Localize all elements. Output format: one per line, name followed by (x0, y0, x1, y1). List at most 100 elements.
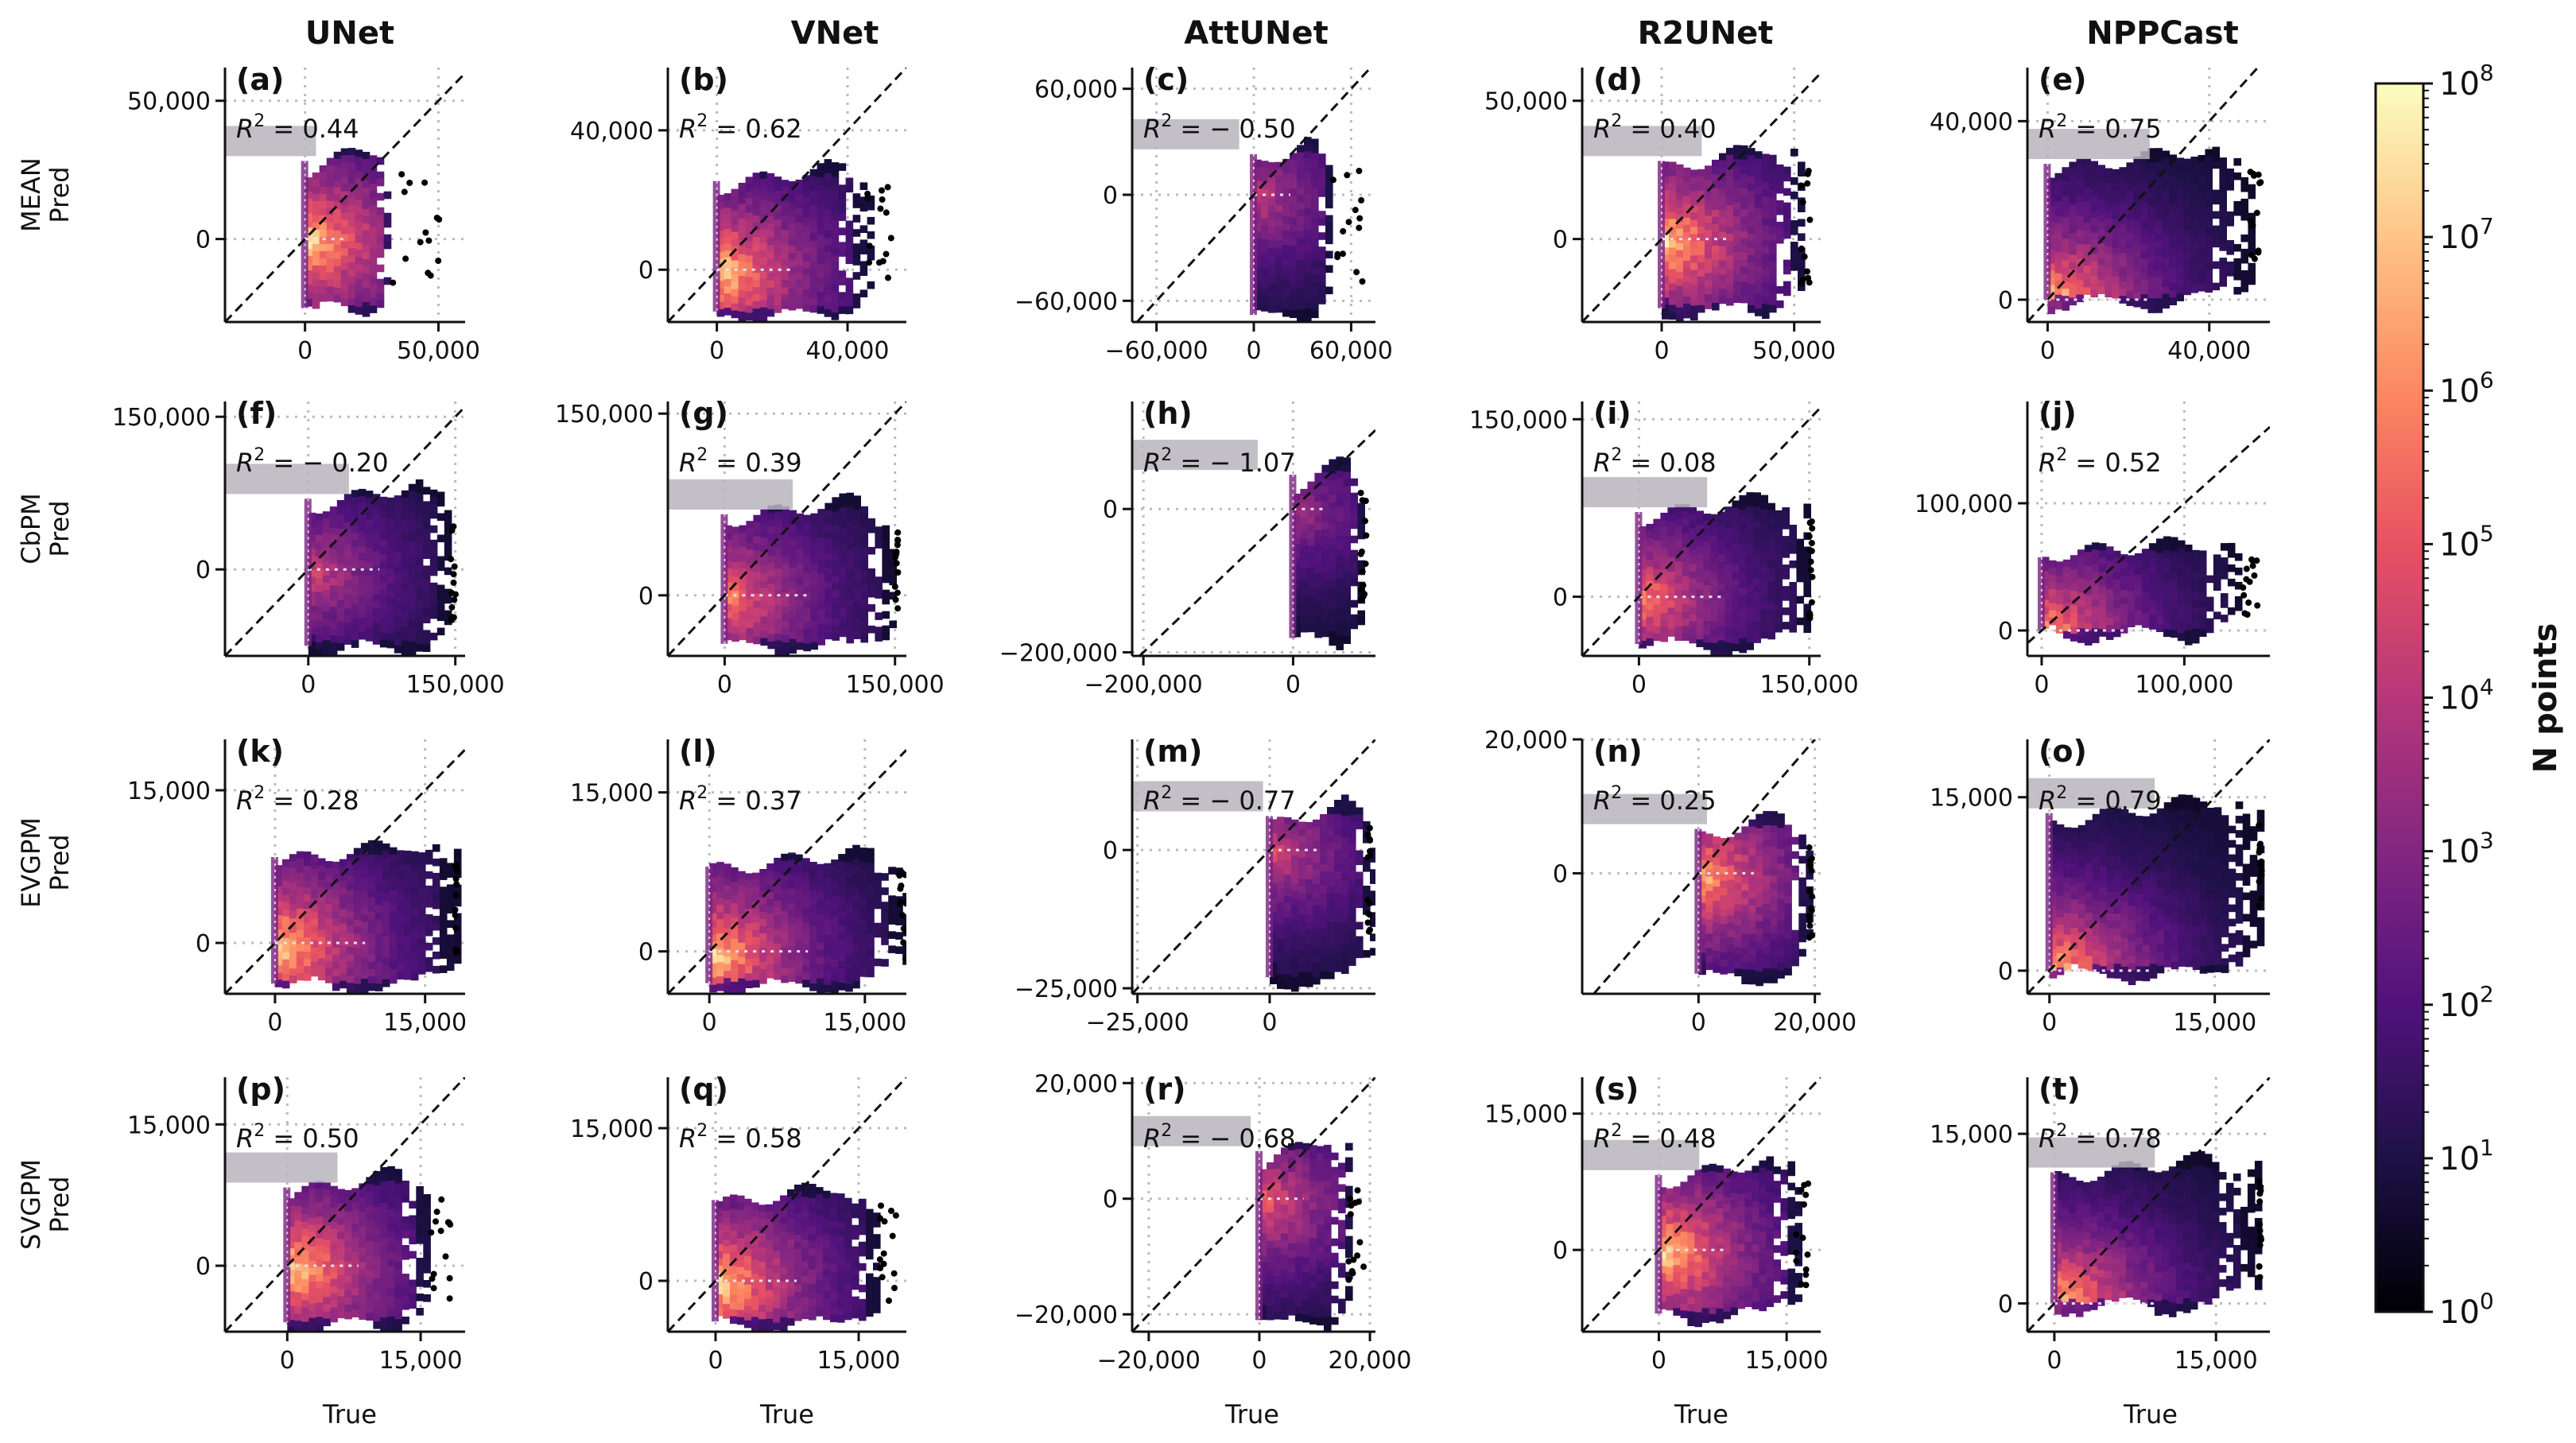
hexbin-cell (1696, 589, 1704, 597)
hexbin-cell (1739, 516, 1747, 525)
hexbin-cell (724, 914, 731, 921)
hexbin-cell (774, 227, 782, 235)
hexbin-cell (1662, 197, 1670, 205)
hexbin-cell (2162, 272, 2170, 281)
y-tick-label: 100,000 (1915, 491, 2013, 518)
hexbin-cell (274, 879, 283, 887)
hexbin-cell (308, 619, 316, 628)
hexbin-cell (1719, 210, 1727, 219)
hexbin-cell (817, 213, 825, 221)
hexbin-cell (759, 962, 767, 970)
hexbin-cell (1740, 152, 1748, 161)
hexbin-cell (1789, 611, 1797, 619)
hexbin-cell (1682, 533, 1690, 541)
hexbin-cell (367, 897, 376, 906)
hexbin-cell (1710, 514, 1718, 522)
hexbin-cell (2234, 567, 2243, 576)
hexbin-cell (731, 526, 739, 535)
hexbin-cell (824, 309, 832, 317)
hexbin-cell (1798, 204, 1806, 212)
hexbin-cell (853, 545, 861, 553)
outlier-point (452, 891, 460, 898)
hexbin-cell (315, 577, 324, 586)
hexbin-cell (351, 597, 359, 605)
hexbin-cell (2084, 552, 2093, 560)
hexbin-cell (2155, 624, 2164, 632)
hexbin-cell (2083, 258, 2091, 266)
hexbin-cell (2169, 204, 2177, 212)
hexbin-cell (353, 976, 362, 985)
hexbin-cell (1314, 580, 1322, 588)
hexbin-cell (752, 316, 761, 322)
hexbin-cell (2219, 229, 2227, 237)
hexbin-cell (831, 262, 840, 270)
hexbin-cell (358, 588, 367, 597)
outlier-point (2251, 572, 2258, 579)
hexbin-cell (2177, 583, 2186, 592)
hexbin-cell (760, 616, 768, 625)
hexbin-cell (788, 924, 796, 932)
hexbin-cell (1697, 247, 1705, 256)
hexbin-cell (2177, 604, 2186, 613)
hexbin-cell (422, 537, 431, 545)
hexbin-cell (333, 244, 342, 253)
hexbin-cell (2062, 580, 2071, 589)
hexbin-cell (2133, 177, 2141, 186)
hexbin-cell (1660, 626, 1668, 635)
hexbin-cell (386, 640, 395, 649)
hexbin-cell (358, 631, 367, 640)
hexbin-cell (2190, 207, 2198, 215)
hexbin-cell (369, 169, 378, 177)
hexbin-cell (731, 569, 739, 578)
hexbin-cell (439, 901, 448, 909)
hexbin-cell (1662, 190, 1670, 198)
hexbin-cell (802, 218, 811, 226)
hexbin-cell (817, 206, 825, 214)
hexbin-cell (319, 165, 328, 173)
hexbin-cell (2133, 199, 2141, 208)
hexbin-cell (1268, 219, 1276, 227)
hexbin-cell (2163, 593, 2171, 602)
hexbin-cell (1719, 260, 1727, 269)
hexbin-cell (1293, 522, 1301, 530)
hexbin-cell (788, 867, 796, 875)
hexbin-cell (1697, 297, 1705, 306)
hexbin-cell (2090, 168, 2098, 176)
hexbin-cell (2112, 615, 2121, 623)
hexbin-cell (1689, 535, 1697, 544)
hexbin-cell (781, 939, 789, 948)
hexbin-cell (760, 523, 768, 532)
hexbin-cell (2062, 616, 2071, 625)
hexbin-cell (336, 550, 345, 558)
hexbin-cell (305, 299, 313, 307)
hexbin-cell (2155, 610, 2164, 618)
hexbin-cell (396, 936, 405, 944)
hexbin-cell (1662, 161, 1670, 169)
r-squared-exponent: 2 (696, 445, 708, 465)
hexbin-cell (2155, 603, 2164, 611)
hexbin-cell (752, 201, 761, 209)
hexbin-cell (782, 635, 789, 643)
hexbin-cell (1329, 595, 1336, 603)
hexbin-cell (1726, 169, 1734, 177)
hexbin-cell (346, 940, 355, 948)
hexbin-cell (760, 545, 768, 553)
hexbin-cell (2219, 215, 2227, 223)
hexbin-cell (2062, 281, 2070, 289)
hexbin-cell (1336, 471, 1344, 479)
hexbin-cell (810, 606, 818, 615)
hexbin-cell (753, 593, 761, 602)
hexbin-cell (376, 207, 385, 215)
hexbin-cell (2191, 607, 2200, 615)
hexbin-cell (2206, 596, 2214, 605)
hexbin-cell (731, 967, 739, 976)
hexbin-cell (2219, 172, 2227, 180)
hexbin-cell (2077, 571, 2085, 579)
hexbin-cell (1789, 596, 1797, 604)
hexbin-cell (317, 886, 326, 895)
hexbin-cell (372, 630, 381, 638)
hexbin-cell (1690, 176, 1698, 184)
hexbin-cell (852, 272, 861, 280)
hexbin-cell (1307, 488, 1315, 497)
